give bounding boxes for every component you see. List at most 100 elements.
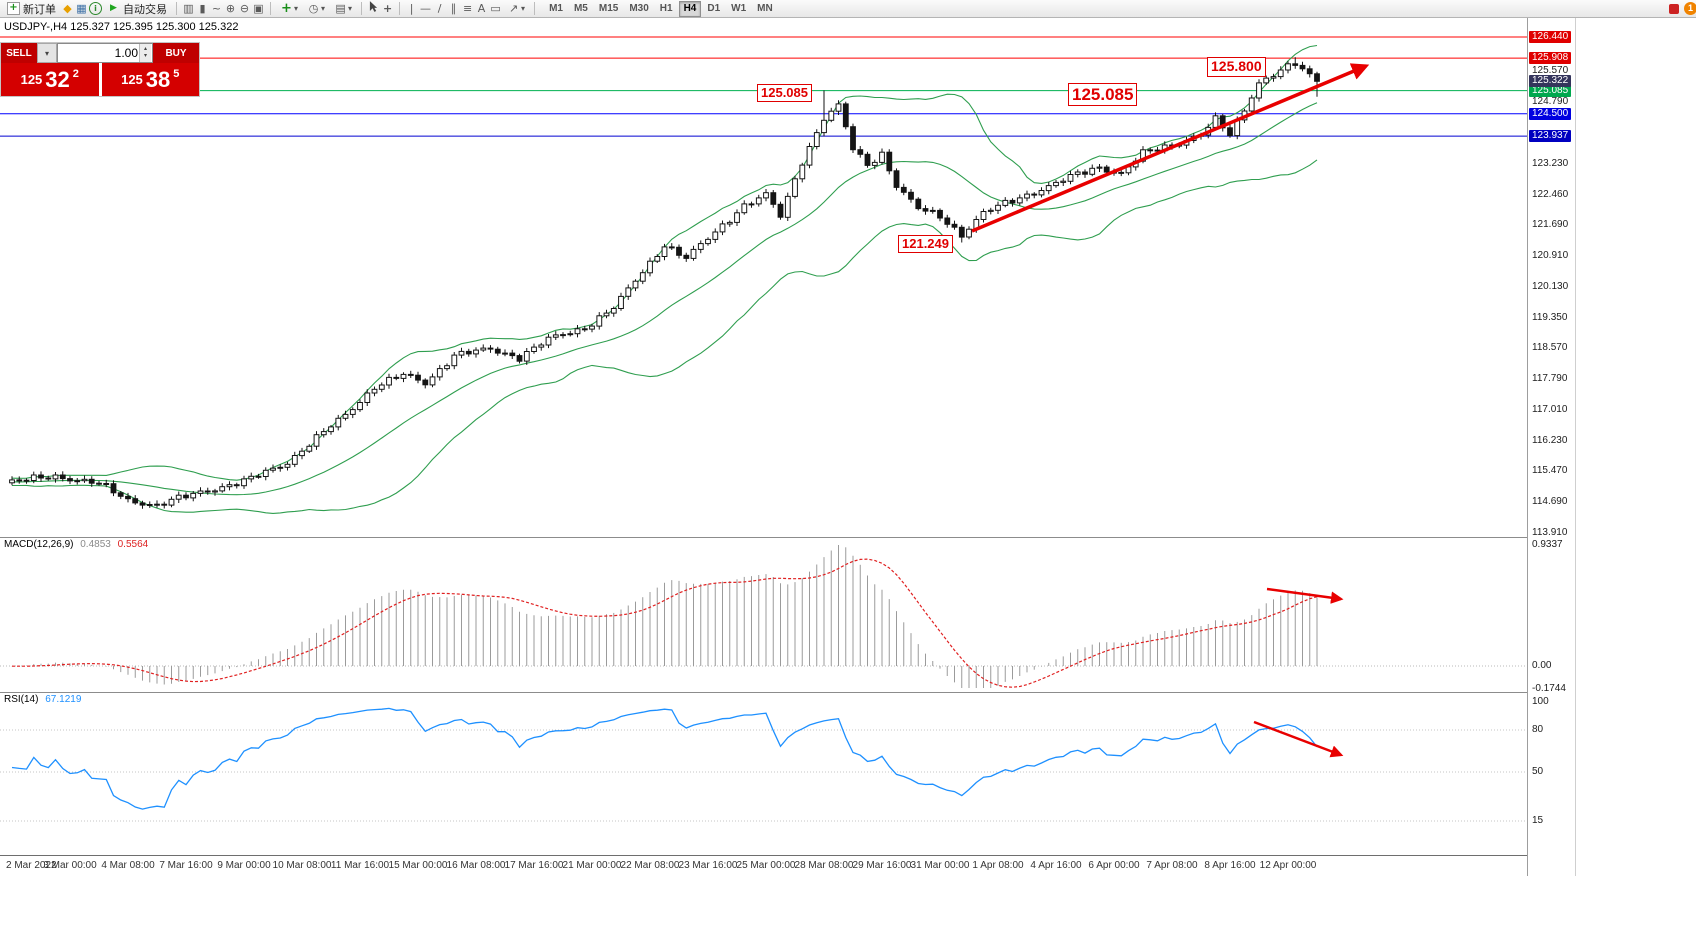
timeframe-button-h4[interactable]: H4 — [678, 0, 702, 17]
price-axis-label: 125.570 — [1532, 65, 1569, 76]
toolbar-separator — [270, 2, 271, 15]
market-watch-icon[interactable]: ◆ — [63, 2, 72, 15]
sell-price-big: 32 — [45, 66, 70, 92]
horizontal-line-icon[interactable]: — — [420, 2, 432, 15]
macd-histogram — [11, 545, 1318, 688]
price-axis-label: 123.230 — [1532, 158, 1569, 169]
price-axis-label: 117.010 — [1532, 404, 1568, 415]
label-icon[interactable]: ▭ — [490, 2, 501, 15]
time-axis-label: 9 Mar 00:00 — [217, 860, 271, 871]
chevron-down-icon: ▾ — [348, 4, 353, 13]
buy-tab[interactable]: BUY — [153, 43, 199, 63]
price-annotation[interactable]: 125.800 — [1207, 57, 1266, 77]
price-axis-label: 120.910 — [1532, 250, 1569, 261]
notification-badge[interactable]: 1 — [1684, 2, 1696, 15]
timeframe-button-mn[interactable]: MN — [757, 2, 773, 14]
price-axis-flag: 123.937 — [1529, 130, 1572, 142]
time-axis-label: 11 Mar 16:00 — [330, 860, 390, 871]
time-axis-label: 15 Mar 00:00 — [388, 860, 448, 871]
zoom-in-icon[interactable]: ⊕ — [225, 2, 236, 15]
price-axis-label: 120.130 — [1532, 281, 1569, 292]
time-axis-label: 10 Mar 08:00 — [272, 860, 332, 871]
rsi-title: RSI(14) 67.1219 — [4, 694, 81, 705]
toolbar-separator — [534, 2, 536, 15]
fibonacci-icon[interactable]: ≡ — [462, 2, 473, 15]
macd-signal-line — [12, 558, 1318, 688]
arrow-shape-icon: ↗ — [508, 2, 519, 15]
timeframe-button-m15[interactable]: M15 — [598, 2, 619, 14]
time-axis-label: 17 Mar 16:00 — [504, 860, 564, 871]
clock-icon: ◷ — [308, 2, 319, 15]
indicators-button[interactable]: + ▾ — [276, 1, 302, 16]
rsi-axis-label: 80 — [1532, 724, 1544, 735]
price-axis-label: 118.570 — [1532, 342, 1568, 353]
cursor-icon[interactable] — [367, 1, 380, 16]
data-window-icon[interactable]: ▦ — [76, 2, 87, 15]
auto-trading-button[interactable]: ▶ 自动交易 — [103, 1, 171, 16]
volume-dropdown[interactable]: ▾ — [37, 43, 57, 63]
timeframe-button-h1[interactable]: H1 — [659, 2, 673, 14]
time-axis-label: 29 Mar 16:00 — [852, 860, 912, 871]
main-chart[interactable] — [0, 17, 1527, 537]
time-axis-label: 4 Mar 08:00 — [101, 860, 155, 871]
candlestick-type-icon[interactable]: ▮ — [199, 2, 206, 15]
toolbar-separator — [176, 2, 177, 15]
price-axis[interactable]: 125.570 124.790 123.230 122.460 121.690 120.9… — [1527, 17, 1576, 876]
line-chart-type-icon[interactable]: ~ — [211, 2, 222, 15]
timeframe-button-m1[interactable]: M1 — [549, 2, 563, 14]
time-axis[interactable]: 2 Mar 2022 3 Mar 00:00 4 Mar 08:00 7 Mar 16… — [0, 857, 1527, 876]
timeframe-button-d1[interactable]: D1 — [707, 2, 721, 14]
status-icon[interactable] — [1669, 3, 1679, 14]
bar-chart-type-icon[interactable]: ▥ — [183, 2, 194, 15]
toolbar: + 新订单 ◆ ▦ i ▶ 自动交易 ▥ ▮ ~ ⊕ ⊖ ▣ + ▾ ◷ ▾ ▤ ▾ … — [0, 0, 1696, 18]
trend-arrow-object[interactable] — [1266, 587, 1344, 604]
price-annotation[interactable]: 121.249 — [898, 235, 953, 254]
template-icon: ▤ — [335, 2, 346, 15]
zoom-out-icon[interactable]: ⊖ — [239, 2, 250, 15]
price-axis-label: 124.790 — [1532, 96, 1569, 107]
macd-panel[interactable] — [0, 537, 1527, 692]
timeframe-button-m30[interactable]: M30 — [629, 2, 649, 14]
price-annotation[interactable]: 125.085 — [757, 84, 812, 103]
volume-spinner[interactable]: ▴ ▾ — [139, 44, 151, 62]
auto-trading-label: 自动交易 — [123, 3, 167, 16]
time-axis-label: 2 Mar 2022 — [6, 860, 57, 871]
shapes-button[interactable]: ↗ ▾ — [503, 1, 529, 16]
trend-arrow-object[interactable] — [971, 63, 1370, 233]
rsi-axis-label: 15 — [1532, 815, 1544, 826]
macd-axis-label: 0.00 — [1532, 660, 1552, 671]
macd-axis-label: -0.1744 — [1532, 683, 1566, 694]
price-axis-label: 119.350 — [1532, 312, 1568, 323]
sell-tab[interactable]: SELL — [1, 43, 37, 63]
rsi-panel[interactable] — [0, 692, 1527, 856]
trendline-icon[interactable]: / — [437, 2, 442, 15]
price-axis-label: 115.470 — [1532, 465, 1568, 476]
periods-button[interactable]: ◷ ▾ — [303, 1, 329, 16]
price-axis-label: 121.690 — [1532, 219, 1569, 230]
sell-button[interactable]: 125 32 2 — [1, 63, 99, 96]
trend-arrow-object[interactable] — [1253, 720, 1344, 758]
crosshair-icon[interactable]: + — [382, 2, 393, 15]
new-order-label: 新订单 — [23, 3, 56, 16]
buy-button[interactable]: 125 38 5 — [101, 63, 199, 96]
timeframe-button-w1[interactable]: W1 — [731, 2, 747, 14]
text-icon[interactable]: A — [477, 2, 486, 15]
new-order-button[interactable]: + 新订单 — [3, 1, 60, 16]
time-axis-label: 7 Apr 08:00 — [1146, 860, 1198, 871]
tile-windows-icon[interactable]: ▣ — [253, 2, 264, 15]
templates-button[interactable]: ▤ ▾ — [330, 1, 356, 16]
rsi-axis-label: 50 — [1532, 766, 1544, 777]
price-annotation[interactable]: 125.085 — [1068, 83, 1138, 107]
channel-icon[interactable]: ∥ — [450, 2, 457, 15]
timeframe-button-m5[interactable]: M5 — [573, 2, 588, 14]
volume-input[interactable]: 1.00 ▴ ▾ — [57, 43, 153, 63]
price-axis-flag: 125.085 — [1529, 85, 1572, 97]
info-icon[interactable]: i — [89, 2, 102, 15]
vertical-line-icon[interactable]: | — [409, 2, 414, 15]
volume-value: 1.00 — [114, 46, 138, 60]
time-axis-label: 16 Mar 08:00 — [446, 860, 506, 871]
time-axis-label: 1 Apr 08:00 — [972, 860, 1024, 871]
time-axis-label: 4 Apr 16:00 — [1030, 860, 1082, 871]
chevron-down-icon: ▾ — [521, 4, 526, 13]
